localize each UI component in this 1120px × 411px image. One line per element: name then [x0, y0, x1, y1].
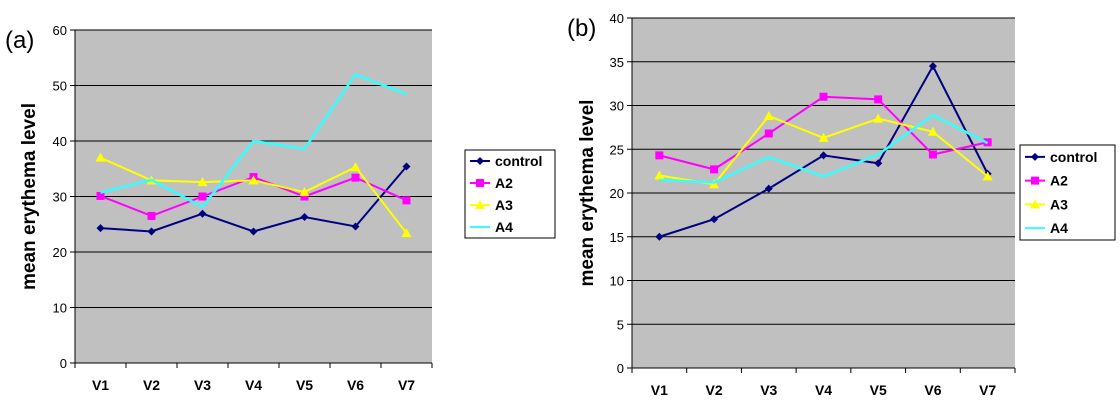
triangle-marker: [401, 228, 412, 238]
square-marker: [476, 179, 484, 187]
legend-label: A4: [495, 219, 513, 235]
square-marker: [96, 191, 105, 200]
diamond-marker: [249, 227, 258, 236]
y-tick-label: 40: [53, 134, 67, 149]
diamond-marker: [351, 222, 360, 231]
square-marker: [819, 92, 828, 101]
y-tick-label: 40: [610, 11, 624, 26]
y-tick-label: 15: [610, 230, 624, 245]
y-tick-label: 60: [53, 23, 67, 38]
legend-box: [1019, 144, 1116, 241]
panel-label: (b): [567, 15, 596, 42]
square-marker: [351, 173, 360, 182]
chart-panel-b: 0 5 10 15 20 25 30 35 40 V1 V2 V3 V4 V5 V6 V7 (b) mean er…: [567, 11, 1116, 398]
diamond-marker: [300, 213, 309, 222]
diamond-marker: [402, 162, 411, 171]
legend-label: A4: [1050, 220, 1068, 236]
x-tick-label: V4: [815, 382, 832, 398]
diamond-marker: [1031, 152, 1039, 161]
x-tick-label: V7: [398, 377, 415, 393]
triangle-marker: [248, 175, 259, 185]
x-tick-label: V4: [245, 377, 262, 393]
series-A4: [100, 72, 407, 209]
square-marker: [928, 150, 937, 159]
diamond-marker: [655, 232, 664, 241]
series-line: [659, 113, 989, 184]
y-axis-label: mean erythema level: [577, 100, 598, 287]
series-control: [96, 162, 411, 236]
x-tick-label: V1: [92, 377, 109, 393]
y-tick-label: 10: [53, 301, 67, 316]
triangle-marker: [299, 187, 310, 197]
triangle-marker: [1030, 199, 1040, 209]
legend-label: control: [1050, 149, 1097, 165]
square-marker: [300, 192, 309, 201]
diamond-marker: [198, 209, 207, 218]
y-tick-label: 0: [60, 356, 67, 371]
y-tick-label: 30: [610, 99, 624, 114]
panel-label: (a): [5, 27, 34, 54]
triangle-marker: [982, 171, 993, 181]
x-tick-label: V5: [870, 382, 887, 398]
y-tick-label: 20: [53, 245, 67, 260]
x-tick-label: V7: [979, 382, 996, 398]
legend-label: A3: [495, 197, 513, 213]
y-tick-label: 35: [610, 55, 624, 70]
legend: control A2 A3 A4: [1019, 144, 1116, 241]
triangle-marker: [95, 152, 106, 162]
diamond-marker: [147, 227, 156, 236]
x-tick-label: V2: [706, 382, 723, 398]
square-marker: [198, 192, 207, 201]
square-marker: [764, 129, 773, 138]
chart-panel-a: 0 10 20 30 40 50 60 V1 V2 V3 V4 V5 V6 V7 (a) mean eryth…: [5, 23, 556, 393]
triangle-marker: [927, 126, 938, 136]
series-A4: [659, 113, 989, 184]
square-marker: [147, 211, 156, 220]
triangle-marker: [197, 177, 208, 187]
diamond-marker: [764, 184, 773, 193]
y-tick-label: 5: [617, 317, 624, 332]
diamond-marker: [928, 62, 937, 71]
x-tick-label: V3: [760, 382, 777, 398]
diamond-marker: [476, 157, 484, 165]
triangle-marker: [654, 170, 665, 180]
square-marker: [655, 151, 664, 160]
y-tick-label: 0: [617, 361, 624, 376]
triangle-marker: [350, 162, 361, 172]
diamond-marker: [874, 159, 883, 168]
square-marker: [710, 165, 719, 174]
x-tick-label: V6: [347, 377, 364, 393]
diamond-marker: [710, 215, 719, 224]
series-A2: [655, 92, 992, 174]
y-tick-label: 20: [610, 186, 624, 201]
square-marker: [1031, 176, 1039, 185]
legend-label: A2: [495, 175, 513, 191]
series-line: [100, 72, 407, 209]
square-marker: [874, 95, 883, 104]
y-tick-label: 25: [610, 142, 624, 157]
x-tick-label: V2: [143, 377, 160, 393]
legend: control A2 A3 A4: [464, 149, 556, 239]
legend-label: A2: [1050, 173, 1068, 189]
y-tick-label: 50: [53, 79, 67, 94]
legend-label: control: [495, 153, 542, 169]
diamond-marker: [819, 151, 828, 160]
y-tick-label: 30: [53, 190, 67, 205]
series-A3: [654, 111, 993, 189]
legend-label: A3: [1050, 196, 1068, 212]
triangle-marker: [763, 111, 774, 120]
diamond-marker: [96, 224, 105, 233]
x-tick-label: V1: [651, 382, 668, 398]
square-marker: [402, 196, 411, 205]
triangle-marker: [818, 132, 829, 142]
y-tick-label: 10: [610, 274, 624, 289]
x-tick-label: V3: [194, 377, 211, 393]
y-axis-label: mean erythema level: [19, 103, 40, 290]
x-tick-label: V6: [924, 382, 941, 398]
triangle-marker: [475, 200, 485, 209]
triangle-marker: [873, 113, 884, 123]
x-tick-label: V5: [296, 377, 313, 393]
